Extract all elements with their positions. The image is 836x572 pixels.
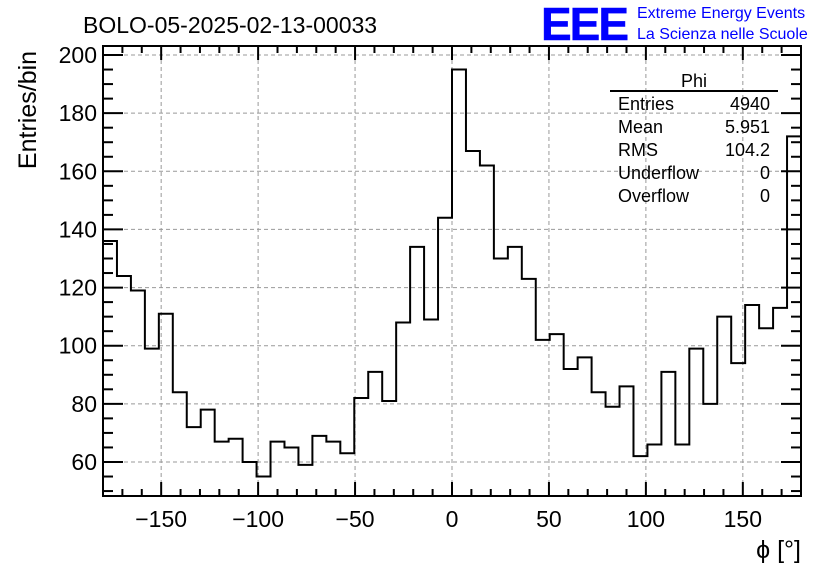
stats-title: Phi [681, 71, 707, 91]
stats-value: 5.951 [725, 117, 770, 137]
x-tick-label: 0 [446, 506, 459, 532]
axis-ticks [103, 46, 801, 496]
run-title: BOLO-05-2025-02-13-00033 [83, 12, 377, 38]
stats-value: 104.2 [725, 140, 770, 160]
eee-logo: EEE [541, 0, 627, 50]
y-tick-label: 80 [71, 391, 97, 417]
x-tick-label: 50 [536, 506, 562, 532]
logo-line-1: Extreme Energy Events [637, 5, 805, 22]
y-tick-label: 160 [59, 158, 97, 184]
grid-lines [103, 46, 801, 496]
y-tick-label: 60 [71, 449, 97, 475]
y-tick-label: 100 [59, 333, 97, 359]
plot-frame [102, 45, 802, 497]
y-tick-label: 180 [59, 100, 97, 126]
logo-line-2: La Scienza nelle Scuole [637, 26, 808, 43]
histogram-line [103, 68, 801, 478]
y-tick-label: 140 [59, 216, 97, 242]
x-tick-label: 150 [724, 506, 762, 532]
stats-box: Phi Entries 4940 Mean 5.951 RMS 104.2 Underflo… [610, 71, 778, 206]
stats-label: Mean [618, 117, 663, 137]
y-axis-label: Entries/bin [14, 51, 42, 169]
y-tick-label: 120 [59, 275, 97, 301]
stats-value: 0 [760, 163, 770, 183]
x-axis-label: ϕ [°] [756, 536, 801, 564]
tick-labels: −150 −100 −50 0 50 100 150 60 80 100 120 140 160 180 2… [59, 42, 762, 532]
x-tick-label: −50 [336, 506, 375, 532]
stats-label: Overflow [618, 186, 690, 206]
stats-label: Entries [618, 94, 674, 114]
stats-value: 0 [760, 186, 770, 206]
y-tick-label: 200 [59, 42, 97, 68]
x-tick-label: −100 [232, 506, 284, 532]
x-tick-label: −150 [135, 506, 187, 532]
stats-label: RMS [618, 140, 658, 160]
x-tick-label: 100 [627, 506, 665, 532]
stats-value: 4940 [730, 94, 770, 114]
stats-label: Underflow [618, 163, 700, 183]
